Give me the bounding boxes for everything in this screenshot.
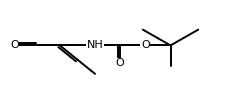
Text: O: O — [140, 40, 149, 50]
Text: O: O — [115, 58, 124, 68]
Text: O: O — [10, 40, 19, 50]
Text: NH: NH — [86, 40, 103, 50]
